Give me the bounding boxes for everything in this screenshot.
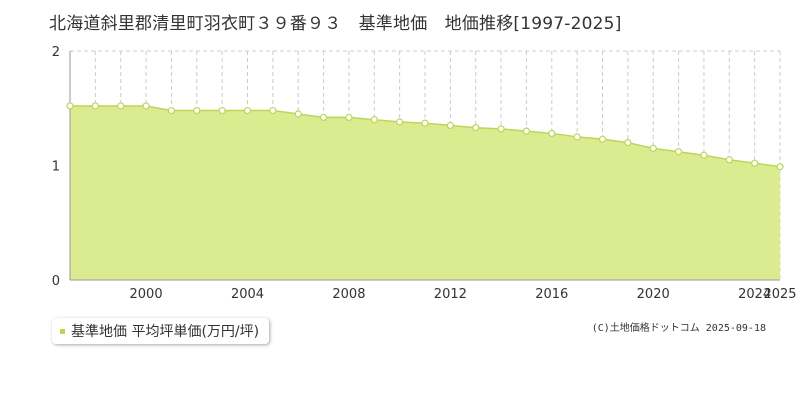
data-point — [649, 144, 657, 152]
data-point — [776, 163, 784, 171]
data-point — [700, 151, 708, 159]
data-point — [548, 129, 556, 138]
data-point — [421, 119, 429, 127]
x-tick-label: 2020 — [637, 287, 670, 302]
data-point — [446, 121, 454, 130]
chart-title: 北海道斜里郡清里町羽衣町３９番９３ 基準地価 地価推移[1997-2025] — [49, 14, 622, 34]
copyright-credit: (C)土地価格ドットコム 2025-09-18 — [591, 323, 766, 334]
series-area — [70, 105, 780, 281]
data-point — [624, 139, 632, 147]
axis-layer — [69, 51, 780, 281]
y-tick-label: 0 — [52, 274, 60, 289]
area-layer — [70, 105, 781, 281]
legend-swatch-icon — [60, 328, 65, 334]
data-point — [193, 106, 201, 115]
data-point — [117, 102, 125, 110]
legend-label: 基準地価 平均坪単価(万円/坪) — [71, 324, 260, 340]
data-point — [243, 106, 252, 115]
marker-layer — [66, 102, 784, 171]
y-tick-label: 2 — [52, 45, 60, 60]
data-point — [573, 133, 581, 141]
data-point — [751, 159, 759, 167]
x-tick-label: 2012 — [434, 287, 467, 302]
data-point — [522, 127, 531, 135]
data-point — [370, 116, 378, 124]
y-tick-label: 1 — [52, 160, 60, 175]
x-tick-label: 2004 — [231, 287, 264, 302]
x-tick-label: 2024 — [738, 287, 771, 302]
x-tick-label: 2008 — [332, 287, 365, 302]
data-point — [142, 102, 150, 110]
data-point — [598, 135, 607, 143]
data-point — [218, 106, 226, 115]
x-tick-label: 2025 — [763, 287, 796, 302]
data-point — [472, 124, 480, 132]
data-point — [294, 110, 302, 118]
data-point — [674, 148, 683, 156]
chart-legend[interactable]: 基準地価 平均坪単価(万円/坪) — [52, 318, 270, 344]
data-point — [345, 113, 353, 122]
data-point — [497, 125, 505, 133]
x-tick-label: 2016 — [535, 287, 568, 302]
data-point — [91, 102, 99, 110]
x-tick-label: 2000 — [130, 287, 163, 302]
data-point — [396, 118, 404, 126]
data-point — [66, 102, 74, 110]
data-point — [167, 106, 176, 115]
data-point — [319, 113, 328, 122]
data-point — [269, 106, 277, 115]
data-point — [725, 156, 733, 164]
